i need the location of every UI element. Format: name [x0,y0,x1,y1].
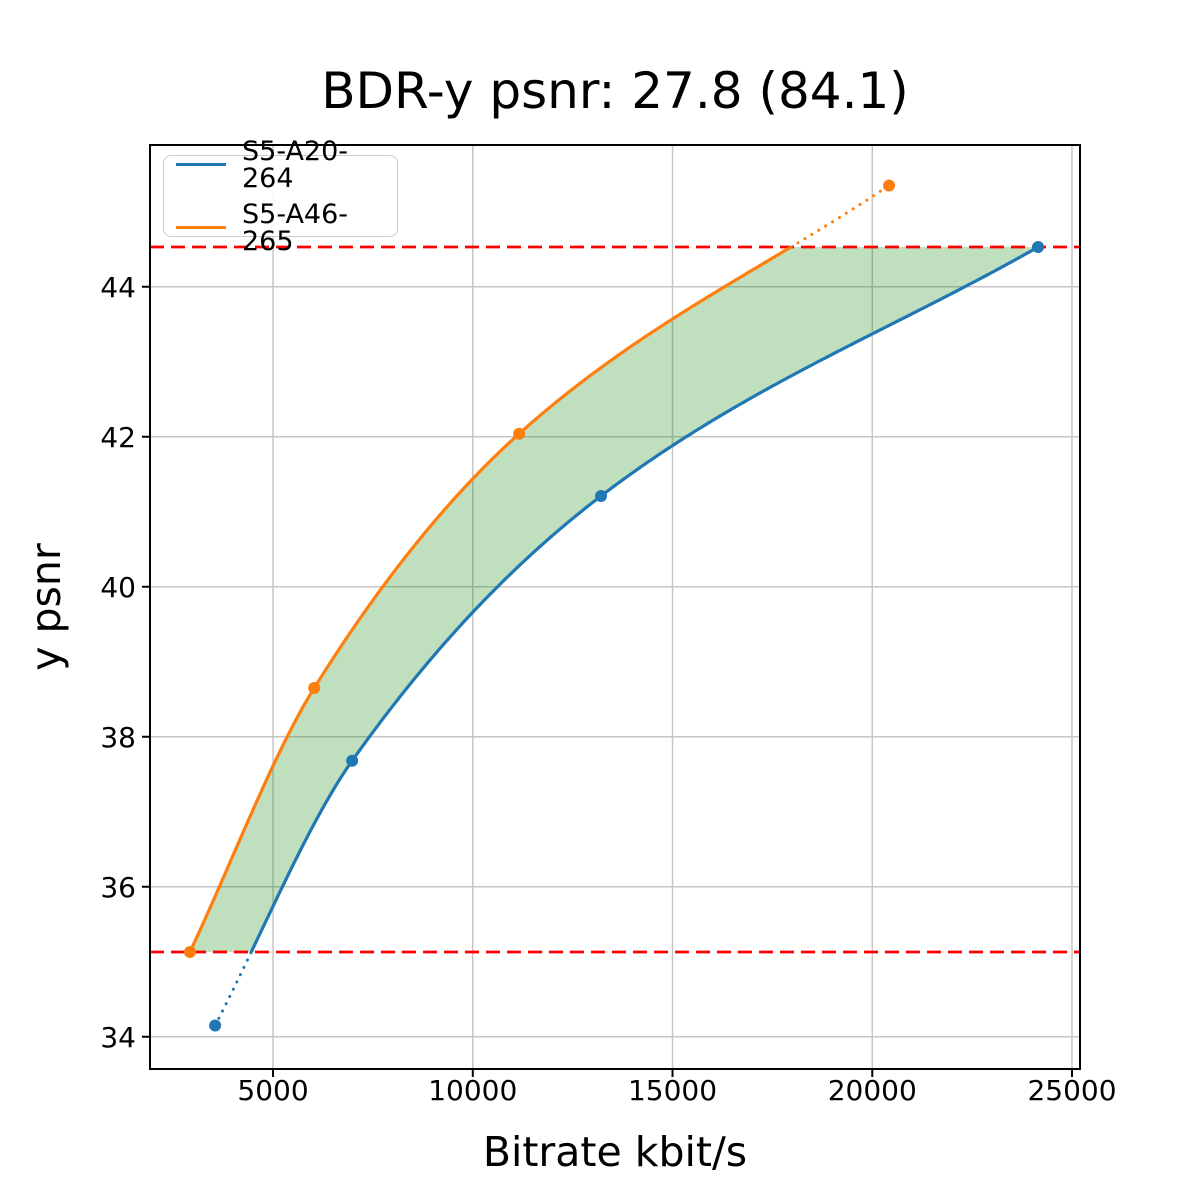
series-blue-dotted-segment [213,950,253,1027]
data-point-orange [183,946,196,958]
y-tick-label: 40 [100,571,136,604]
data-point-orange [513,427,526,440]
legend-line-swatch-orange [176,226,226,229]
legend: S5-A20-264 S5-A46-265 [163,138,398,255]
series-orange-curve [188,245,792,953]
y-tick-label: 36 [100,871,136,904]
data-point-orange [308,682,321,694]
x-tick-label: 5000 [237,1074,308,1107]
y-tick-label: 38 [100,721,136,754]
x-tick-label: 15000 [628,1074,717,1107]
y-tick-label: 44 [100,271,136,304]
chart-title: BDR-y psnr: 27.8 (84.1) [321,62,909,120]
legend-entry-s5-a20-264: S5-A20-264 [176,138,397,192]
data-point-blue [595,490,608,502]
series-orange-dotted-segment [789,184,891,249]
x-tick-label: 20000 [828,1074,917,1107]
axes-spines [149,144,1081,1070]
x-axis-label: Bitrate kbit/s [482,1128,748,1176]
legend-label: S5-A46-265 [242,198,349,257]
y-tick-label: 34 [100,1021,136,1054]
data-point-blue [1032,241,1045,253]
x-tick-label: 25000 [1027,1074,1116,1107]
data-point-orange [883,179,896,192]
x-tick-label: 10000 [428,1074,517,1107]
fill-between-region [189,247,1039,952]
legend-entry-s5-a46-265: S5-A46-265 [176,201,397,255]
legend-label: S5-A20-264 [242,135,349,194]
data-point-blue [209,1019,222,1032]
data-point-blue [346,754,359,767]
y-tick-label: 42 [100,421,136,454]
series-blue-curve [249,245,1039,953]
legend-line-swatch-blue [176,163,226,166]
